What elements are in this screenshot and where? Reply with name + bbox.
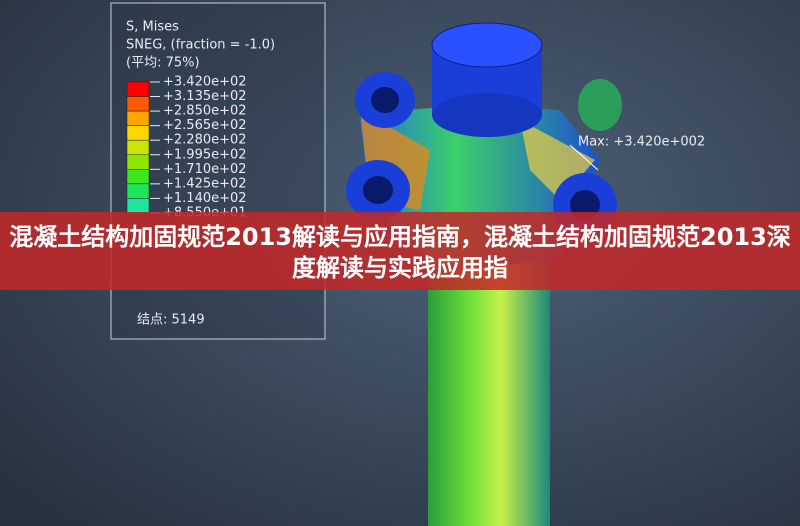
legend-label: +1.140e+02 (163, 191, 247, 206)
legend-swatch (126, 139, 150, 155)
legend-average: (平均: 75%) (126, 56, 200, 71)
legend-swatch (126, 183, 150, 199)
max-annotation: Max: +3.420e+002 (578, 135, 705, 150)
legend-label: +2.280e+02 (163, 133, 247, 148)
tube-end (578, 79, 622, 131)
legend-swatch (126, 81, 150, 97)
tube-hole (371, 87, 399, 113)
legend-label: +1.710e+02 (163, 162, 247, 177)
legend-scale: +3.420e+02+3.135e+02+2.850e+02+2.565e+02… (126, 75, 247, 220)
legend-title: S, Mises (126, 20, 179, 35)
legend-swatch (126, 96, 150, 112)
legend-swatch (126, 125, 150, 141)
tube-hole (363, 176, 393, 204)
max-leader (569, 144, 599, 171)
legend-swatch (126, 169, 150, 185)
legend-swatch (126, 154, 150, 170)
top-cylinder-cap (431, 22, 543, 68)
legend-label: +3.420e+02 (163, 75, 247, 90)
legend-swatch (126, 198, 150, 214)
node-count: 结点: 5149 (137, 313, 205, 328)
top-cylinder-base (432, 93, 542, 137)
legend-swatch (126, 110, 150, 126)
legend-label: +3.135e+02 (163, 89, 247, 104)
banner-title: 混凝土结构加固规范2013解读与应用指南，混凝土结构加固规范2013深度解读与实… (9, 223, 791, 282)
legend-label: +2.850e+02 (163, 104, 247, 119)
banner (0, 212, 800, 290)
legend-label: +2.565e+02 (163, 118, 247, 133)
legend-subtitle: SNEG, (fraction = -1.0) (126, 38, 275, 53)
legend-label: +1.425e+02 (163, 176, 247, 191)
legend-label: +1.995e+02 (163, 147, 247, 162)
